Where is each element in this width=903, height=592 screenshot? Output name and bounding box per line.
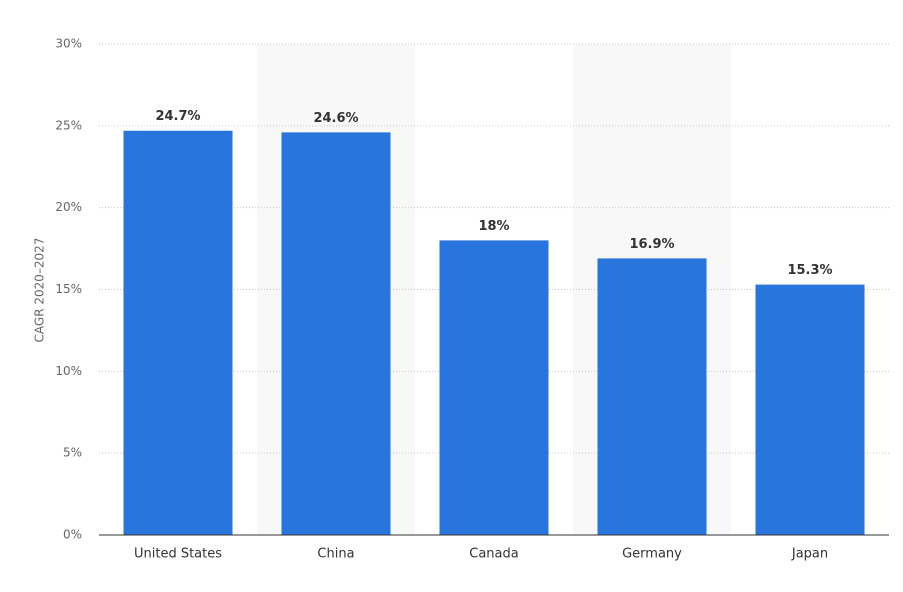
y-tick-label: 5%: [63, 446, 82, 460]
y-axis-label: CAGR 2020–2027: [33, 238, 47, 343]
x-tick-label: Germany: [622, 547, 682, 562]
bar: [597, 258, 707, 535]
y-tick-label: 15%: [55, 282, 82, 296]
value-label: 24.7%: [155, 109, 200, 124]
value-label: 15.3%: [787, 263, 832, 278]
bar: [123, 130, 233, 535]
value-label: 24.6%: [313, 111, 358, 126]
value-label: 16.9%: [629, 237, 674, 252]
value-label: 18%: [478, 219, 509, 234]
x-tick-label: Canada: [469, 547, 518, 562]
bar: [755, 284, 865, 535]
bar: [439, 240, 549, 535]
y-tick-label: 20%: [55, 200, 82, 214]
y-tick-label: 0%: [63, 528, 82, 542]
bar: [281, 132, 391, 535]
y-tick-label: 10%: [55, 364, 82, 378]
x-tick-label: China: [317, 547, 354, 562]
x-tick-label: Japan: [791, 547, 828, 562]
y-tick-label: 25%: [55, 118, 82, 132]
x-tick-label: United States: [134, 547, 222, 562]
y-tick-label: 30%: [55, 37, 82, 51]
